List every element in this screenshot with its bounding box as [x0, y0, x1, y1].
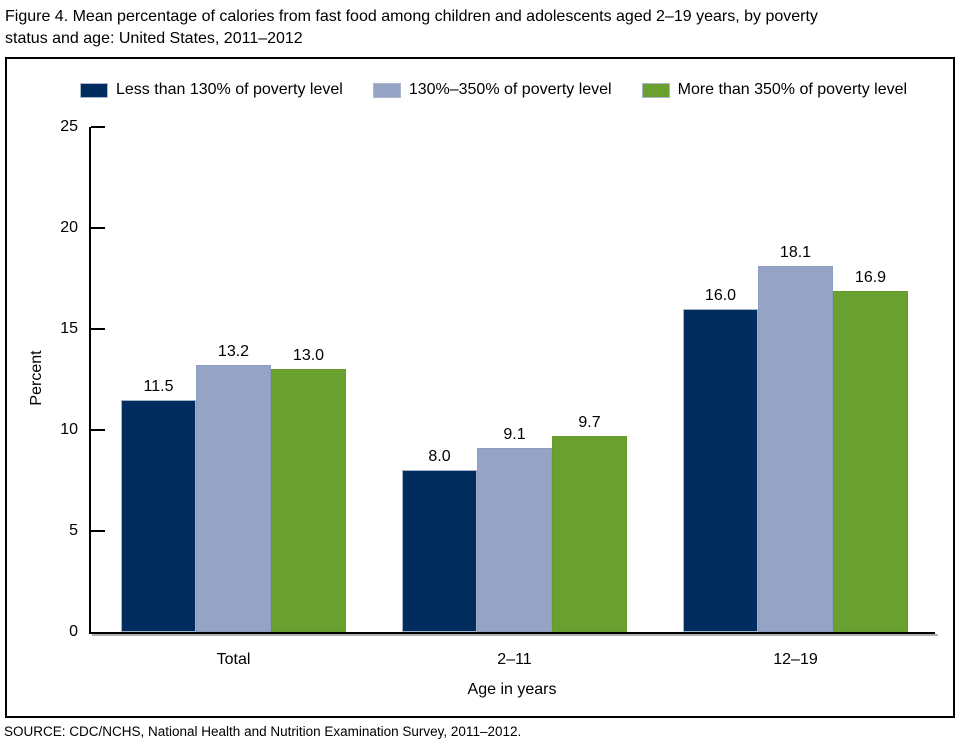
legend-swatch-icon: [80, 82, 108, 98]
y-tick-mark-15: [91, 328, 105, 330]
bar-series1-12–19: [758, 266, 833, 632]
bar-value-label: 13.2: [217, 343, 250, 361]
y-tick-label-15: 15: [60, 320, 78, 337]
figure-title-line2: status and age: United States, 2011–2012: [5, 30, 303, 47]
x-axis-shadow: [92, 634, 938, 636]
y-axis-line: [89, 127, 91, 634]
legend-label: 130%–350% of poverty level: [408, 81, 612, 98]
bar-value-label: 18.1: [779, 244, 812, 262]
figure-title: Figure 4. Mean percentage of calories fr…: [5, 6, 950, 50]
legend-swatch-icon: [372, 82, 401, 98]
bar-value-label: 9.7: [578, 414, 601, 432]
bar-series1-Total: [196, 365, 271, 632]
bar-value-label: 16.0: [704, 286, 737, 304]
y-axis-title: Percent: [28, 350, 45, 406]
legend-item-0: Less than 130% of poverty level: [80, 81, 343, 99]
bar-series0-12–19: [683, 308, 758, 632]
chart-panel: Less than 130% of poverty level 130%–350%…: [5, 57, 955, 718]
bar-series2-2–11: [552, 436, 627, 632]
bar-series2-12–19: [833, 290, 908, 632]
y-tick-mark-20: [91, 227, 105, 229]
legend-item-1: 130%–350% of poverty level: [372, 81, 612, 99]
bar-value-label: 13.0: [292, 347, 325, 365]
x-axis-line: [89, 632, 935, 634]
source-note: SOURCE: CDC/NCHS, National Health and Nu…: [4, 724, 522, 739]
legend-swatch-icon: [641, 82, 670, 98]
legend-item-2: More than 350% of poverty level: [641, 81, 908, 99]
y-tick-label-25: 25: [60, 118, 78, 135]
figure-title-line1: Figure 4. Mean percentage of calories fr…: [5, 8, 818, 25]
bar-value-label: 9.1: [503, 426, 526, 444]
bar-value-label: 8.0: [428, 448, 451, 466]
category-label-0: Total: [216, 651, 251, 668]
category-label-1: 2–11: [497, 651, 532, 668]
bar-series1-2–11: [477, 448, 552, 632]
bar-series0-2–11: [402, 470, 477, 632]
category-label-2: 12–19: [773, 651, 818, 668]
y-tick-label-10: 10: [60, 421, 78, 438]
y-tick-label-20: 20: [60, 219, 78, 236]
bar-series2-Total: [271, 369, 346, 632]
bar-value-label: 16.9: [854, 268, 887, 286]
y-tick-label-5: 5: [69, 522, 78, 539]
legend-label: Less than 130% of poverty level: [116, 81, 343, 98]
y-tick-mark-25: [91, 126, 105, 128]
legend-label: More than 350% of poverty level: [677, 81, 908, 98]
chart-legend: Less than 130% of poverty level 130%–350%…: [7, 81, 953, 99]
bar-series0-Total: [121, 399, 196, 632]
y-tick-mark-5: [91, 530, 105, 532]
y-tick-mark-10: [91, 429, 105, 431]
y-tick-label-0: 0: [69, 623, 78, 640]
bar-value-label: 11.5: [143, 377, 174, 395]
x-axis-title: Age in years: [467, 681, 557, 698]
